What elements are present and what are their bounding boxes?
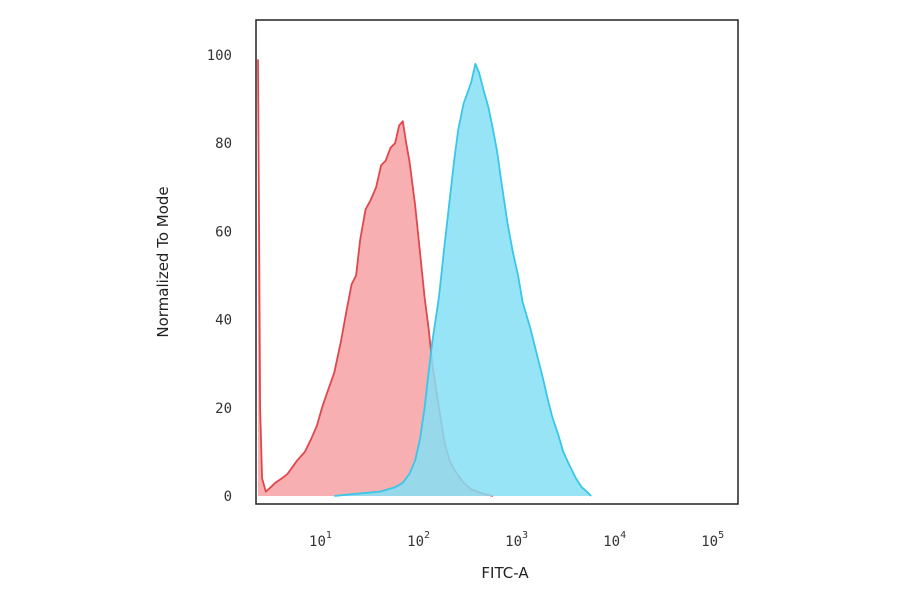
series-2-area <box>334 63 592 497</box>
y-tick-label: 100 <box>207 48 232 64</box>
y-axis-ticks: 0 20 40 60 80 100 <box>207 48 232 505</box>
y-tick-label: 80 <box>215 136 232 152</box>
y-tick-label: 40 <box>215 313 232 329</box>
y-axis-label: Normalized To Mode <box>154 186 172 337</box>
x-tick-label: 105 <box>701 530 724 550</box>
x-axis-ticks: 101 102 103 104 105 <box>309 530 724 550</box>
y-tick-label: 0 <box>224 489 232 505</box>
x-tick-label: 102 <box>407 530 430 550</box>
y-tick-label: 60 <box>215 224 232 240</box>
plot-frame <box>255 19 739 505</box>
x-tick-label: 101 <box>309 530 332 550</box>
series-2-line <box>334 62 592 497</box>
y-tick-label: 20 <box>215 401 232 417</box>
x-tick-label: 104 <box>603 530 626 550</box>
x-tick-label: 103 <box>505 530 528 550</box>
series-layer <box>257 59 592 497</box>
x-axis-label: FITC-A <box>481 564 529 582</box>
